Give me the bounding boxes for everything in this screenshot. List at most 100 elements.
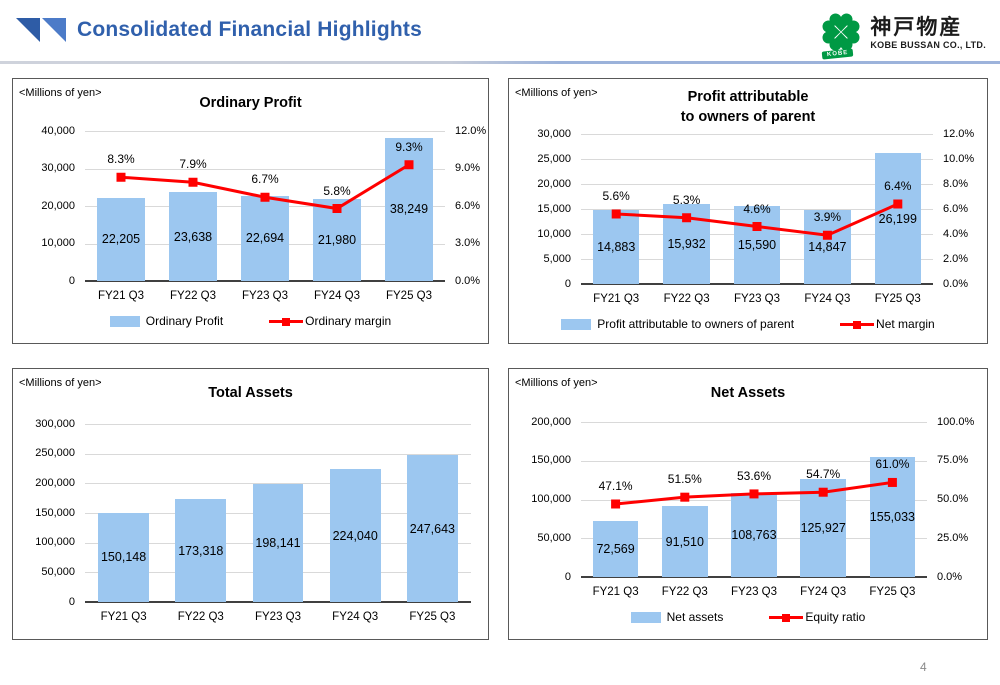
gridline [581, 422, 927, 423]
y-axis-tick-label: 200,000 [35, 476, 75, 489]
line-value-label: 4.6% [743, 201, 771, 216]
line-marker [188, 177, 198, 187]
y-axis-tick-label: 10,000 [41, 237, 75, 249]
x-axis-category-label: FY23 Q3 [254, 611, 302, 623]
chart-title: Total Assets [208, 385, 293, 401]
legend-line-marker [282, 317, 291, 326]
logo-kanji: 神戸物産 [870, 15, 963, 39]
y-axis-tick-label: 150,000 [35, 506, 75, 519]
company-logo: KOBE 神戸物産 KOBE BUSSAN CO., LTD. [819, 10, 986, 60]
bar-fy21-q3 [98, 512, 150, 602]
line-marker [404, 160, 414, 170]
y-axis-tick-label: 15,000 [537, 202, 571, 215]
x-axis-category-label: FY22 Q3 [663, 293, 710, 305]
right-axis-tick-label: 6.0% [455, 199, 481, 212]
line-value-label: 47.1% [598, 478, 633, 493]
right-axis-tick-label: 10.0% [943, 152, 975, 165]
x-axis-category-label: FY25 Q3 [409, 611, 456, 623]
y-axis-tick-label: 5,000 [543, 252, 571, 265]
bar-fy21-q3 [592, 520, 639, 577]
logo-text: 神戸物産 KOBE BUSSAN CO., LTD. [870, 17, 986, 50]
chart-title: Net Assets [710, 385, 786, 401]
legend-line-swatch-icon [769, 612, 804, 623]
right-axis-tick-label: 8.0% [943, 177, 969, 190]
y-axis-tick-label: 0 [564, 277, 571, 290]
header-divider [0, 61, 1000, 64]
y-axis-tick-label: 0 [68, 274, 75, 287]
unit-label: <Millions of yen> [515, 377, 598, 389]
chart-legend: Ordinary Profit Ordinary margin [13, 314, 488, 328]
bar-value-label: 15,932 [667, 237, 706, 252]
bar-value-label: 150,148 [100, 550, 147, 565]
bar-value-label: 15,590 [737, 238, 777, 253]
gridline [581, 460, 927, 462]
line-value-label: 61.0% [875, 457, 910, 472]
y-axis-tick-label: 25,000 [537, 152, 571, 165]
line-value-label: 8.3% [107, 152, 135, 167]
line-value-label: 54.7% [806, 467, 841, 482]
legend-line-swatch-icon [840, 319, 875, 330]
legend-label: Net margin [876, 317, 935, 331]
gridline [581, 184, 933, 185]
x-axis-category-label: FY21 Q3 [592, 586, 639, 598]
logo-badge: KOBE [822, 48, 855, 60]
x-axis-category-label: FY23 Q3 [241, 290, 289, 302]
legend-line-swatch-icon [269, 316, 304, 327]
y-axis-tick-label: 100,000 [531, 493, 571, 505]
line-marker [822, 230, 832, 240]
chart-legend: Profit attributable to owners of parent N… [509, 317, 987, 331]
legend-item: Profit attributable to owners of parent [561, 317, 794, 331]
gridline [581, 159, 933, 160]
gridline [85, 424, 471, 425]
x-axis-category-label: FY25 Q3 [869, 586, 916, 598]
bar-value-label: 26,199 [878, 211, 917, 226]
margin-line-series [611, 477, 897, 509]
right-axis-tick-label: 50.0% [937, 493, 969, 505]
x-axis-category-label: FY22 Q3 [661, 586, 708, 598]
title-triangle-icon [16, 18, 40, 42]
line-marker [749, 489, 759, 499]
y-axis-tick-label: 30,000 [537, 127, 571, 140]
line-marker [116, 172, 126, 182]
x-axis-line [581, 576, 927, 578]
right-axis-tick-label: 25.0% [937, 531, 969, 544]
x-axis-category-label: FY22 Q3 [169, 290, 217, 302]
bar-value-label: 155,033 [869, 509, 915, 524]
chart-panel-ordinary-profit: <Millions of yen> Ordinary Profit 40,000 12… [12, 78, 489, 344]
x-axis-category-label: FY24 Q3 [332, 611, 379, 623]
legend-label: Equity ratio [805, 610, 866, 624]
bar-fy24-q3 [804, 209, 851, 284]
bar-value-label: 72,569 [596, 541, 635, 556]
legend-bar-swatch-icon [561, 318, 592, 330]
x-axis-category-label: FY21 Q3 [97, 290, 145, 302]
bar-fy22-q3 [175, 499, 227, 602]
unit-label: <Millions of yen> [19, 87, 102, 99]
bar-value-label: 21,980 [317, 232, 357, 247]
y-axis-tick-label: 40,000 [41, 124, 75, 137]
x-axis-line [581, 283, 933, 285]
bar-fy21-q3 [592, 209, 640, 284]
clover-logo-icon: KOBE [819, 10, 863, 60]
line-marker [893, 199, 903, 209]
line-marker [611, 499, 621, 509]
right-axis-tick-label: 4.0% [943, 227, 969, 240]
bar-value-label: 173,318 [178, 543, 224, 558]
right-axis-tick-label: 2.0% [943, 252, 969, 265]
bar-value-label: 224,040 [332, 528, 378, 543]
bar-fy25-q3 [869, 456, 916, 577]
line-value-label: 7.9% [179, 157, 207, 172]
chart-panel-profit-attributable: <Millions of yen> Profit attributable to … [508, 78, 988, 344]
right-axis-tick-label: 6.0% [943, 202, 969, 215]
x-axis-category-label: FY24 Q3 [804, 293, 851, 305]
x-axis-category-label: FY21 Q3 [100, 611, 147, 623]
legend-bar-swatch-icon [109, 315, 140, 327]
unit-label: <Millions of yen> [515, 87, 598, 99]
clover-icon [822, 13, 860, 51]
page-title: Consolidated Financial Highlights [77, 18, 422, 41]
legend-line-marker [853, 320, 862, 329]
bar-value-label: 125,927 [800, 521, 846, 536]
gridline [85, 483, 471, 485]
x-axis-category-label: FY23 Q3 [730, 586, 778, 598]
gridline [85, 131, 445, 132]
line-marker [260, 192, 270, 202]
